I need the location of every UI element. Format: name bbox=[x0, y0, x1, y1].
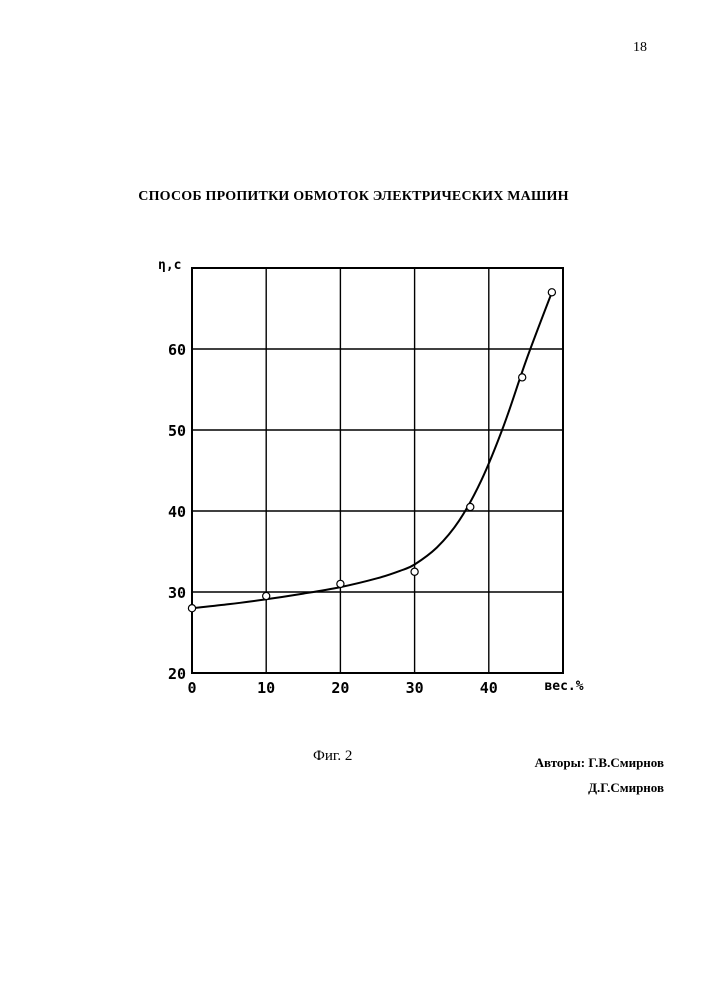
x-tick-label: 40 bbox=[480, 679, 498, 697]
grid bbox=[192, 268, 563, 673]
x-axis-label: вес.% bbox=[544, 679, 583, 694]
author-line-2: Д.Г.Смирнов bbox=[535, 775, 664, 800]
y-tick-label: 20 bbox=[168, 665, 186, 683]
tick-labels: 0 10 20 30 40 20 30 40 50 60 bbox=[168, 341, 498, 697]
fitted-curve bbox=[192, 292, 552, 608]
data-point bbox=[411, 568, 418, 575]
data-point bbox=[188, 605, 195, 612]
data-point bbox=[263, 592, 270, 599]
figure-caption: Фиг. 2 bbox=[313, 748, 352, 765]
data-point bbox=[519, 374, 526, 381]
y-tick-label: 50 bbox=[168, 422, 186, 440]
data-points bbox=[188, 289, 555, 612]
x-tick-label: 30 bbox=[406, 679, 424, 697]
plot-frame bbox=[192, 268, 563, 673]
y-tick-label: 40 bbox=[168, 503, 186, 521]
y-tick-label: 60 bbox=[168, 341, 186, 359]
data-point bbox=[337, 580, 344, 587]
data-point bbox=[467, 503, 474, 510]
data-point bbox=[548, 289, 555, 296]
x-tick-label: 0 bbox=[187, 679, 196, 697]
x-tick-label: 20 bbox=[331, 679, 349, 697]
authors: Авторы: Г.В.Смирнов Д.Г.Смирнов bbox=[535, 750, 664, 800]
y-axis-label: η,с bbox=[158, 258, 181, 273]
x-tick-label: 10 bbox=[257, 679, 275, 697]
author-line-1: Авторы: Г.В.Смирнов bbox=[535, 750, 664, 775]
y-tick-label: 30 bbox=[168, 584, 186, 602]
